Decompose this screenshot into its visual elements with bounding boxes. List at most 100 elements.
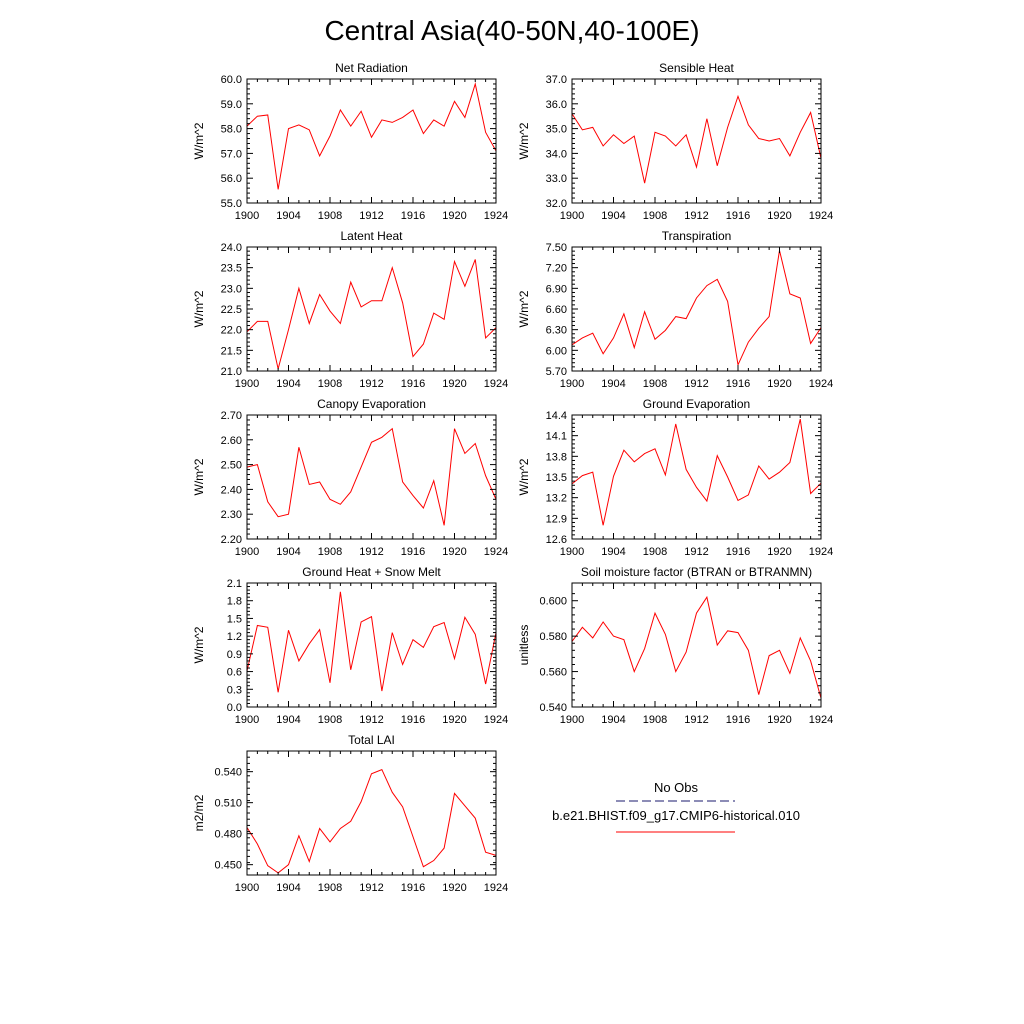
- x-tick-label: 1916: [401, 546, 425, 558]
- y-axis-label: W/m^2: [517, 290, 531, 327]
- x-tick-label: 1900: [235, 714, 259, 726]
- series-line: [571, 94, 822, 184]
- x-tick-label: 1904: [601, 378, 625, 390]
- y-tick-label: 0.480: [214, 829, 242, 841]
- x-tick-label: 1916: [726, 210, 750, 222]
- chart-panel: Sensible Heat 1900 1904 1908 1912 1916 1920 192…: [517, 61, 833, 222]
- plot-frame: [571, 78, 822, 204]
- y-tick-label: 2.20: [221, 534, 242, 546]
- y-axis-label: W/m^2: [192, 290, 206, 327]
- x-tick-label: 1908: [643, 378, 667, 390]
- y-axis-label: W/m^2: [517, 458, 531, 495]
- y-tick-label: 0.6: [227, 667, 242, 679]
- chart-panel: Canopy Evaporation 1900 1904 1908 1912 1916 19…: [192, 397, 508, 558]
- y-tick-label: 37.0: [546, 74, 567, 86]
- x-tick-label: 1916: [726, 714, 750, 726]
- y-tick-label: 13.8: [546, 451, 567, 463]
- x-tick-label: 1924: [809, 378, 833, 390]
- figure-title: Central Asia(40-50N,40-100E): [324, 15, 699, 46]
- y-axis-label: W/m^2: [517, 122, 531, 159]
- y-tick-label: 6.00: [546, 345, 567, 357]
- x-tick-label: 1900: [235, 378, 259, 390]
- x-tick-label: 1908: [318, 210, 342, 222]
- x-tick-label: 1912: [359, 882, 383, 894]
- panel-title: Total LAI: [348, 733, 395, 747]
- series-line: [246, 591, 497, 693]
- y-tick-label: 0.0: [227, 702, 242, 714]
- x-tick-label: 1924: [809, 210, 833, 222]
- y-tick-label: 6.60: [546, 304, 567, 316]
- y-tick-label: 24.0: [221, 242, 242, 254]
- x-tick-label: 1924: [484, 882, 508, 894]
- y-tick-label: 1.5: [227, 613, 242, 625]
- y-tick-label: 22.0: [221, 325, 242, 337]
- chart-panel: Soil moisture factor (BTRAN or BTRANMN) 1…: [517, 565, 833, 726]
- y-tick-label: 2.50: [221, 460, 242, 472]
- series-line: [246, 427, 497, 526]
- y-tick-label: 12.6: [546, 534, 567, 546]
- plot-frame: [246, 78, 497, 204]
- x-tick-label: 1912: [684, 546, 708, 558]
- series-line: [571, 250, 822, 367]
- x-tick-label: 1920: [767, 546, 791, 558]
- y-tick-label: 14.4: [546, 410, 567, 422]
- panel-title: Soil moisture factor (BTRAN or BTRANMN): [581, 565, 812, 579]
- y-tick-label: 6.30: [546, 325, 567, 337]
- x-tick-label: 1904: [601, 210, 625, 222]
- y-tick-label: 58.0: [221, 124, 242, 136]
- plot-frame: [246, 246, 497, 372]
- chart-panel: Net Radiation 1900 1904 1908 1912 1916 1920 192…: [192, 61, 508, 222]
- x-tick-label: 1904: [601, 714, 625, 726]
- y-tick-label: 35.0: [546, 124, 567, 136]
- x-tick-label: 1908: [643, 546, 667, 558]
- chart-panel: Transpiration 1900 1904 1908 1912 1916 1920 192…: [517, 229, 833, 390]
- x-tick-label: 1916: [401, 378, 425, 390]
- legend: No Obs b.e21.BHIST.f09_g17.CMIP6-histori…: [552, 780, 800, 833]
- plot-frame: [246, 582, 497, 708]
- y-tick-label: 2.40: [221, 484, 242, 496]
- x-tick-label: 1908: [643, 714, 667, 726]
- y-axis-label: W/m^2: [192, 626, 206, 663]
- y-tick-label: 21.5: [221, 345, 242, 357]
- panels: Net Radiation 1900 1904 1908 1912 1916 1920 192…: [192, 61, 833, 894]
- y-tick-label: 0.540: [214, 767, 242, 779]
- x-tick-label: 1920: [767, 714, 791, 726]
- x-tick-label: 1900: [560, 378, 584, 390]
- y-tick-label: 0.540: [539, 702, 567, 714]
- y-tick-label: 7.50: [546, 242, 567, 254]
- x-tick-label: 1920: [767, 210, 791, 222]
- x-tick-label: 1916: [401, 882, 425, 894]
- x-tick-label: 1912: [359, 714, 383, 726]
- y-tick-label: 2.1: [227, 578, 242, 590]
- x-tick-label: 1912: [359, 546, 383, 558]
- chart-panel: Latent Heat 1900 1904 1908 1912 1916 1920 1924 2…: [192, 229, 508, 390]
- x-tick-label: 1916: [401, 210, 425, 222]
- y-axis-label: W/m^2: [192, 122, 206, 159]
- series-line: [571, 595, 822, 699]
- y-tick-label: 12.9: [546, 513, 567, 525]
- x-tick-label: 1916: [401, 714, 425, 726]
- chart-panel: Ground Evaporation 1900 1904 1908 1912 1916 19…: [517, 397, 833, 558]
- x-tick-label: 1920: [442, 546, 466, 558]
- y-tick-label: 36.0: [546, 99, 567, 111]
- plot-frame: [571, 414, 822, 540]
- x-tick-label: 1904: [276, 714, 300, 726]
- y-tick-label: 33.0: [546, 173, 567, 185]
- y-tick-label: 0.600: [539, 596, 567, 608]
- y-tick-label: 60.0: [221, 74, 242, 86]
- x-tick-label: 1916: [726, 546, 750, 558]
- x-tick-label: 1912: [684, 210, 708, 222]
- plot-frame: [246, 750, 497, 876]
- x-tick-label: 1920: [767, 378, 791, 390]
- y-tick-label: 0.560: [539, 667, 567, 679]
- y-tick-label: 55.0: [221, 198, 242, 210]
- y-axis-label: W/m^2: [192, 458, 206, 495]
- plot-frame: [571, 246, 822, 372]
- panel-title: Canopy Evaporation: [317, 397, 426, 411]
- x-tick-label: 1924: [484, 546, 508, 558]
- y-tick-label: 34.0: [546, 148, 567, 160]
- x-tick-label: 1912: [684, 714, 708, 726]
- x-tick-label: 1900: [560, 546, 584, 558]
- y-tick-label: 14.1: [546, 431, 567, 443]
